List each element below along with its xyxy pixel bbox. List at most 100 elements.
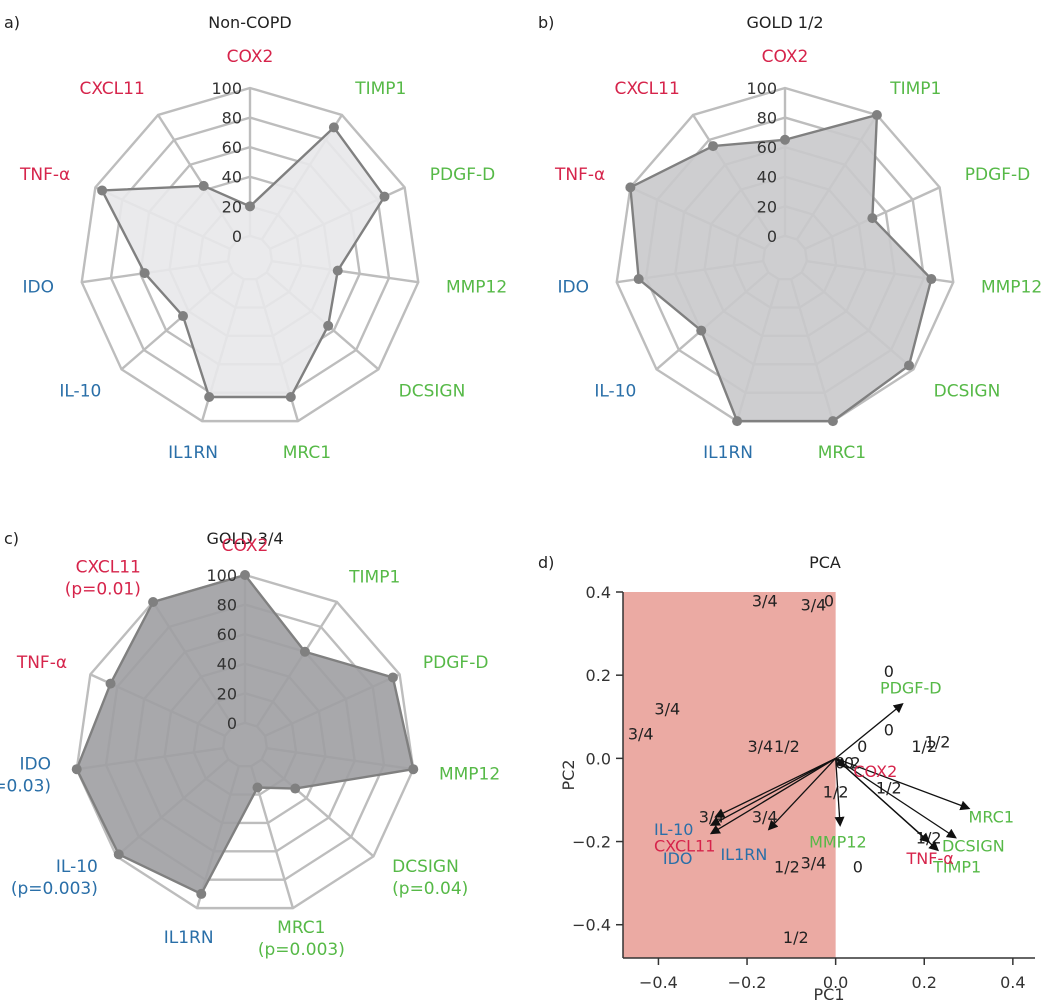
variable-label: IL-10: [59, 381, 101, 401]
loading-label: CXCL11: [654, 837, 715, 856]
radar-chart-gold-1-2: b) GOLD 1/2 0 20 40 60 80 100 COX2 TIMP1 PDGF-D MMP…: [538, 13, 1042, 463]
radial-tick-label: 100: [746, 79, 777, 98]
x-axis-label: PC1: [814, 985, 845, 1004]
data-point-il1rn: [196, 888, 207, 899]
variable-label: TIMP1: [889, 79, 941, 99]
loading-label: IL-10: [654, 820, 693, 839]
variable-label: DCSIGN: [934, 381, 1001, 401]
data-point-dcsign: [323, 320, 334, 331]
radial-tick-label: 80: [217, 596, 237, 615]
sample-point-label: 1/2: [911, 737, 937, 756]
radial-tick-label: 0: [227, 714, 237, 733]
variable-label: TIMP1: [354, 79, 406, 99]
data-point-timp1: [871, 109, 882, 120]
x-tick-label: 0.0: [823, 973, 848, 992]
loading-label: MRC1: [969, 808, 1014, 827]
loading-label: MMP12: [809, 833, 867, 852]
sample-point-label: 3/4: [752, 591, 778, 610]
data-area: [75, 573, 415, 896]
chart-title: GOLD 3/4: [206, 529, 283, 548]
radial-tick-label: 0: [767, 227, 777, 246]
data-point-tnf-α: [105, 678, 116, 689]
variable-label: TNF-α: [16, 653, 67, 673]
variable-label: PDGF-D: [430, 165, 496, 185]
sample-point-label: 3/4: [628, 724, 654, 743]
sample-point-label: 0: [857, 737, 867, 756]
variable-label: CXCL11: [76, 558, 141, 578]
sample-point-label: 3/4: [801, 595, 827, 614]
loading-arrow-il-10: [714, 757, 836, 818]
variable-label: IDO: [20, 754, 52, 774]
sample-point-label: 1/2: [823, 783, 849, 802]
variable-label: PDGF-D: [423, 653, 489, 673]
panel-label: b): [538, 13, 554, 32]
y-tick-label: −0.2: [572, 833, 611, 852]
panel-label: d): [538, 553, 554, 572]
data-point-mrc1: [827, 416, 838, 427]
radial-tick-label: 20: [217, 684, 237, 703]
chart-title: GOLD 1/2: [746, 13, 823, 32]
data-point-cxcl11: [198, 180, 209, 191]
p-value-label: (p=0.01): [65, 580, 141, 600]
loading-arrow-pdgf-d: [835, 703, 904, 759]
loading-label: TNF-α: [906, 849, 954, 868]
panel-label: a): [4, 13, 20, 32]
variable-label: TNF-α: [554, 165, 605, 185]
variable-label: MMP12: [981, 278, 1042, 298]
radial-tick-label: 80: [757, 109, 777, 128]
y-axis-label: PC2: [559, 760, 578, 791]
sample-point-label: 1/2: [925, 733, 951, 752]
variable-label: IL-10: [56, 857, 98, 877]
variable-label: DCSIGN: [392, 857, 459, 877]
radial-tick-label: 60: [222, 138, 242, 157]
variable-label: COX2: [227, 47, 274, 67]
variable-label: IL1RN: [168, 443, 218, 463]
chart-title: Non-COPD: [208, 13, 291, 32]
data-point-pdgf-d: [379, 191, 390, 202]
p-value-label: (p=0.03): [0, 776, 51, 796]
x-tick-label: 0.4: [1000, 973, 1025, 992]
loading-label: PDGF-D: [880, 679, 942, 698]
radial-tick-label: 40: [222, 168, 242, 187]
data-point-mmp12: [926, 274, 937, 285]
variable-label: MRC1: [818, 443, 866, 463]
sample-point-label: 1/2: [774, 737, 800, 756]
data-point-il-10: [696, 325, 707, 336]
y-tick-label: 0.4: [586, 583, 611, 602]
loading-arrow-il1rn: [767, 757, 837, 831]
y-tick-label: −0.4: [572, 916, 611, 935]
loading-arrow-dcsign: [835, 757, 957, 839]
variable-label: MMP12: [439, 764, 500, 784]
variable-label: TIMP1: [348, 568, 400, 588]
data-point-il-10: [177, 311, 188, 322]
radar-chart-gold-3-4: c) GOLD 3/4 0 20 40 60 80 100 COX2 TIMP1 PDGF-D MMP…: [0, 529, 500, 960]
variable-label: IL1RN: [164, 928, 214, 948]
loading-arrow-mrc1: [835, 757, 971, 811]
data-point-cxcl11: [148, 596, 159, 607]
panel-label: c): [4, 529, 19, 548]
data-point-cox2: [780, 134, 790, 145]
radial-tick-label: 100: [206, 566, 237, 585]
variable-label: MMP12: [446, 278, 507, 298]
radial-tick-label: 20: [757, 197, 777, 216]
radial-tick-label: 100: [211, 79, 242, 98]
variable-label: MRC1: [283, 443, 331, 463]
pca-biplot: d) PCA −0.4 −0.2 0.0 0.2 0.4 −0.4 −0.2 0.0 0.2 0.4 P…: [538, 553, 1035, 1004]
variable-label: CXCL11: [615, 79, 680, 99]
data-point-timp1: [299, 646, 310, 657]
sample-point-label: 0: [824, 591, 834, 610]
variable-label: PDGF-D: [965, 165, 1031, 185]
variable-label: IDO: [23, 278, 55, 298]
variable-label: COX2: [222, 536, 269, 556]
variable-label: MRC1: [277, 918, 325, 938]
sample-point-label: 1/2: [876, 778, 902, 797]
data-point-mmp12: [408, 764, 419, 775]
loading-arrow-ido: [709, 757, 836, 835]
radial-tick-label: 60: [217, 625, 237, 644]
chart-title: PCA: [809, 553, 841, 572]
sample-point-label: 0: [884, 662, 894, 681]
data-point-pdgf-d: [867, 213, 878, 224]
y-tick-label: 0.2: [586, 666, 611, 685]
radial-tick-label: 0: [232, 227, 242, 246]
data-point-ido: [633, 274, 644, 285]
